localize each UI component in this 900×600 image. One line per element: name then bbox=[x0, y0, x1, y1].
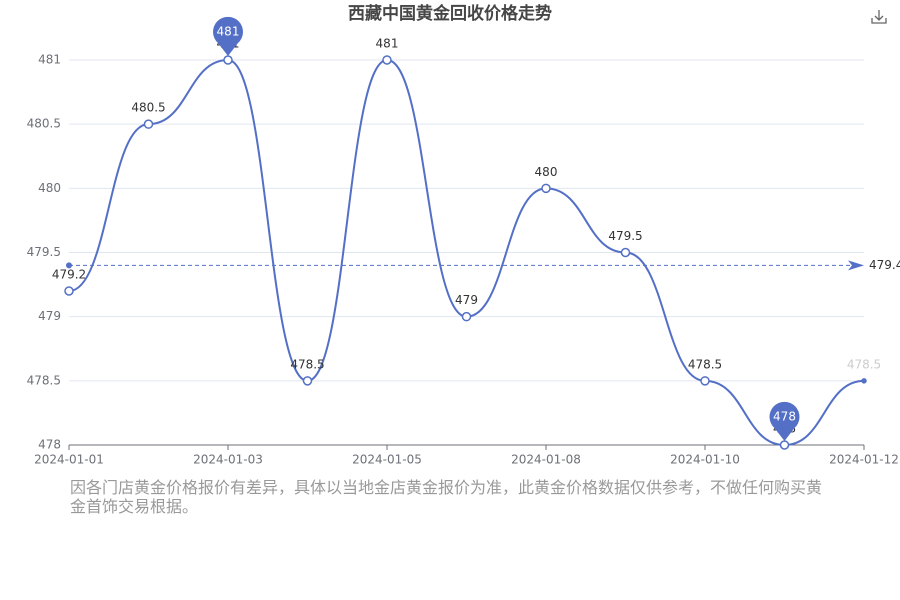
y-tick-label: 480.5 bbox=[27, 117, 61, 131]
y-tick-label: 479 bbox=[38, 309, 61, 323]
data-label: 478.5 bbox=[290, 357, 324, 371]
point bbox=[64, 286, 74, 296]
pin-label: 481 bbox=[217, 25, 240, 39]
y-tick-label: 480 bbox=[38, 181, 61, 195]
x-tick-label: 2024-01-05 bbox=[352, 453, 422, 467]
data-label: 479 bbox=[455, 293, 478, 307]
point bbox=[861, 378, 867, 384]
point bbox=[302, 376, 313, 386]
x-tick-label: 2024-01-12 bbox=[829, 453, 899, 467]
y-tick-label: 478.5 bbox=[27, 373, 61, 387]
point bbox=[700, 376, 710, 386]
x-tick-label: 2024-01-08 bbox=[511, 453, 581, 467]
point bbox=[223, 55, 233, 65]
footnote: 因各门店黄金价格报价有差异，具体以当地金店黄金报价为准，此黄金价格数据仅供参考，… bbox=[70, 478, 823, 516]
average-label: 479.4 bbox=[869, 258, 900, 272]
data-label: 480 bbox=[535, 165, 558, 179]
y-tick-label: 481 bbox=[38, 53, 61, 67]
data-label: 480.5 bbox=[131, 101, 165, 115]
pin-marker bbox=[213, 16, 244, 56]
point bbox=[779, 440, 790, 450]
y-tick-label: 479.5 bbox=[27, 245, 61, 259]
x-tick-label: 2024-01-03 bbox=[193, 453, 263, 467]
data-label: 481 bbox=[376, 37, 399, 51]
x-tick-label: 2024-01-10 bbox=[670, 453, 740, 467]
x-tick-label: 2024-01-01 bbox=[34, 453, 104, 467]
pin-marker bbox=[769, 401, 800, 441]
data-label: 478.5 bbox=[688, 357, 722, 371]
data-label: 479.5 bbox=[608, 229, 642, 243]
average-arrow bbox=[848, 260, 864, 271]
point bbox=[461, 311, 472, 322]
download-icon[interactable] bbox=[871, 10, 887, 24]
point bbox=[620, 247, 631, 258]
point bbox=[382, 55, 392, 65]
chart-title: 西藏中国黄金回收价格走势 bbox=[348, 3, 552, 24]
y-tick-label: 478 bbox=[38, 438, 61, 452]
data-label: 479.2 bbox=[52, 268, 86, 282]
point bbox=[143, 119, 154, 129]
point bbox=[541, 183, 551, 194]
data-label: 478.5 bbox=[847, 357, 881, 371]
pin-label: 478 bbox=[773, 410, 796, 424]
